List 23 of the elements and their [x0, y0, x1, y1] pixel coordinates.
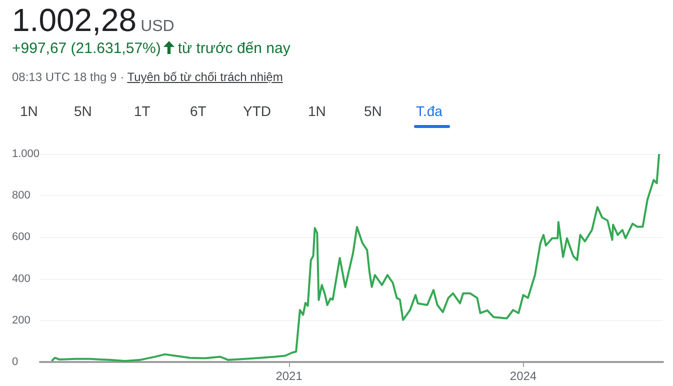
- chart-title: 1.002,28: [12, 2, 137, 38]
- text: T.đa: [416, 103, 442, 119]
- text: 1N: [308, 103, 326, 119]
- y-tick-label: 400: [12, 272, 30, 285]
- text: Tuyên bố từ chối trách nhiệm: [127, 70, 283, 84]
- text: từ trước đến nay: [178, 40, 290, 57]
- y-tick-label: 200: [12, 314, 30, 326]
- text: YTD: [243, 103, 271, 119]
- text: 1N: [20, 103, 38, 119]
- text: USD: [140, 18, 174, 35]
- text: 6T: [190, 103, 206, 119]
- y-tick-label: 800: [12, 190, 30, 202]
- y-tick-label: 600: [12, 231, 30, 244]
- y-tick-label: 1.000: [12, 148, 40, 160]
- text: 5N: [364, 103, 382, 119]
- x-tick-label: 2024: [510, 369, 537, 383]
- text: 5N: [74, 103, 92, 119]
- text: +997,67 (21.631,57%): [12, 40, 161, 57]
- x-tick-label: 2021: [276, 369, 303, 383]
- text: 08:13 UTC 18 thg 9 ·: [12, 70, 124, 84]
- y-tick-label: 0: [12, 356, 18, 368]
- line-series: [50, 153, 660, 362]
- text: 1T: [134, 103, 150, 119]
